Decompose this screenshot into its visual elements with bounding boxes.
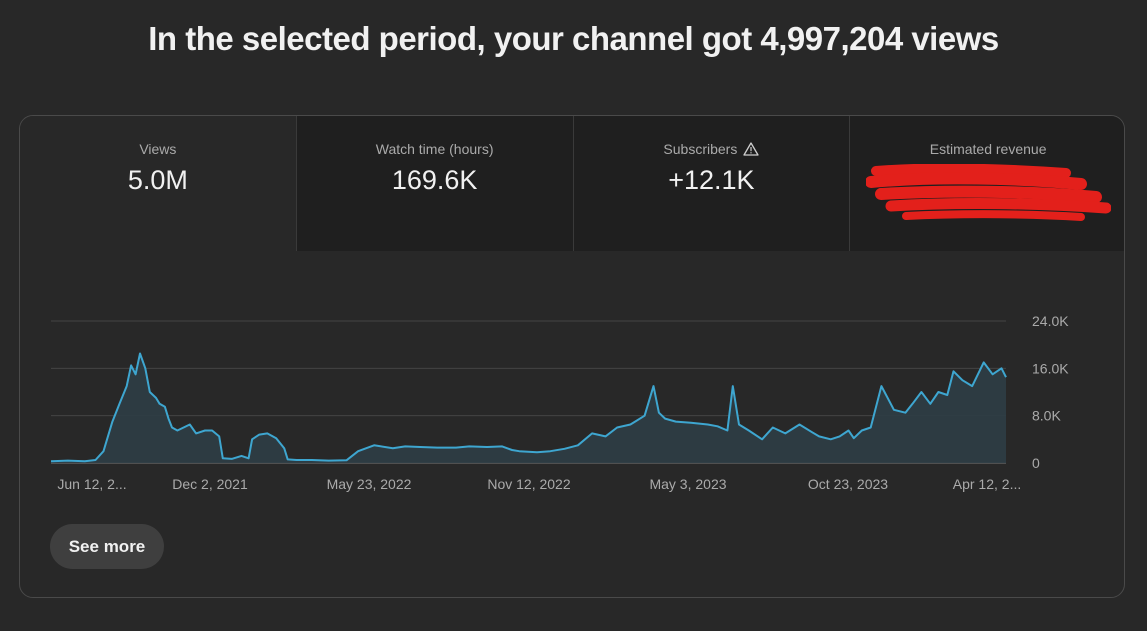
y-tick-label: 24.0K [1032, 313, 1069, 329]
views-chart: 24.0K 16.0K 8.0K 0 Jun 12, 2... Dec 2, 2021 M… [20, 251, 1124, 511]
x-tick-label: Jun 12, 2... [57, 476, 126, 492]
x-tick-label: Apr 12, 2... [953, 476, 1021, 492]
warning-icon[interactable] [743, 142, 759, 156]
views-area-fill [51, 353, 1006, 463]
analytics-card: Views 5.0M Watch time (hours) 169.6K Sub… [19, 115, 1125, 598]
see-more-button[interactable]: See more [50, 524, 164, 569]
tab-watch-time[interactable]: Watch time (hours) 169.6K [295, 116, 573, 251]
y-tick-label: 0 [1032, 455, 1040, 471]
y-tick-label: 8.0K [1032, 408, 1061, 424]
x-tick-label: Dec 2, 2021 [172, 476, 248, 492]
tab-subscribers[interactable]: Subscribers +12.1K [572, 116, 850, 251]
x-tick-label: May 23, 2022 [327, 476, 412, 492]
tab-views[interactable]: Views 5.0M [20, 116, 296, 251]
tab-subscribers-label-row: Subscribers [574, 141, 850, 158]
y-axis-ticks: 24.0K 16.0K 8.0K 0 [1032, 313, 1069, 471]
y-tick-label: 16.0K [1032, 360, 1069, 376]
chart-area-layer [50, 352, 1007, 463]
redaction-scribble [865, 164, 1111, 221]
x-axis-ticks: Jun 12, 2... Dec 2, 2021 May 23, 2022 Nov 1… [57, 476, 1021, 492]
tab-watch-time-label: Watch time (hours) [375, 141, 494, 157]
x-tick-label: May 3, 2023 [649, 476, 726, 492]
x-tick-label: Oct 23, 2023 [808, 476, 888, 492]
tab-subscribers-label: Subscribers [663, 141, 738, 157]
tab-views-label: Views [139, 141, 177, 157]
views-chart-svg: 24.0K 16.0K 8.0K 0 Jun 12, 2... Dec 2, 2021 M… [50, 313, 1069, 492]
tab-watch-time-value: 169.6K [391, 165, 478, 195]
tab-estimated-revenue[interactable]: Estimated revenue [849, 116, 1124, 251]
metric-tabs: Views 5.0M Watch time (hours) 169.6K Sub… [20, 116, 1124, 251]
page-headline: In the selected period, your channel got… [148, 20, 999, 57]
tab-subscribers-value: +12.1K [668, 165, 755, 195]
tab-views-value: 5.0M [127, 165, 188, 195]
views-series-line[interactable] [50, 352, 1007, 463]
x-tick-label: Nov 12, 2022 [487, 476, 570, 492]
tab-revenue-label: Estimated revenue [929, 141, 1047, 157]
